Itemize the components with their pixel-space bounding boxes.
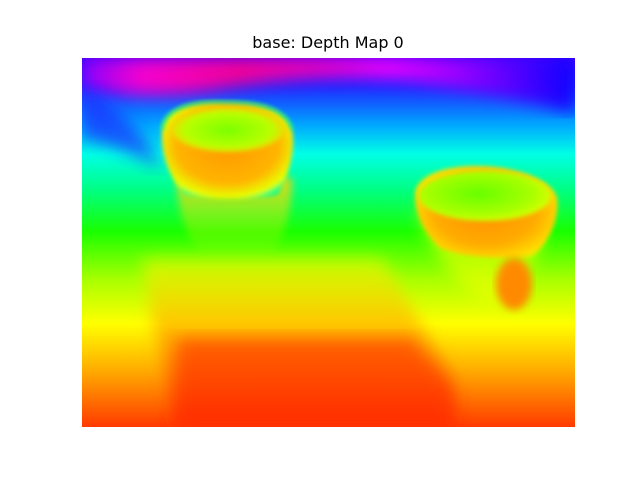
depth-map-image [82,58,575,427]
plot-title: base: Depth Map 0 [252,33,404,52]
